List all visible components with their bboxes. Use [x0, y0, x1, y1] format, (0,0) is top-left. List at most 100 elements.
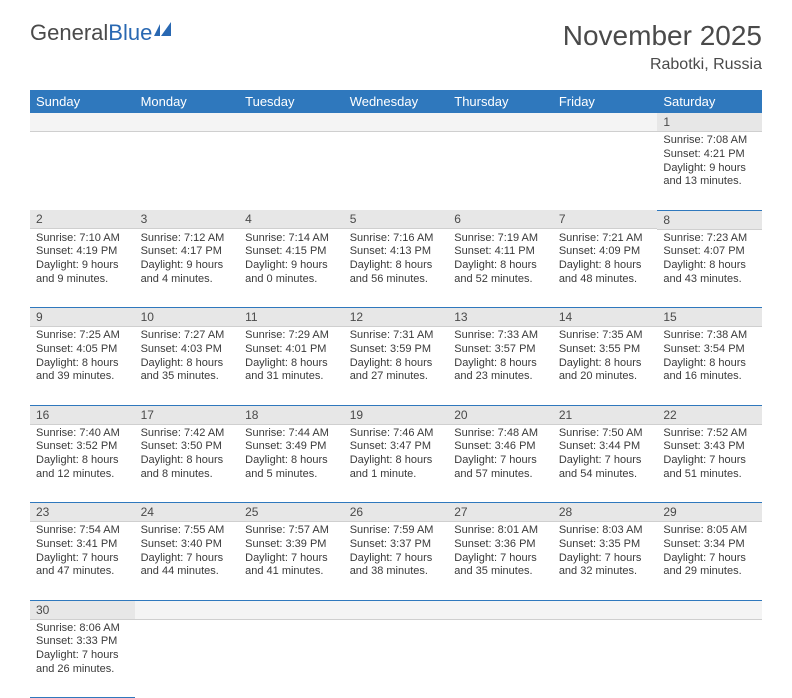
cell-line: and 0 minutes.: [245, 273, 338, 287]
cell-line: Sunrise: 7:52 AM: [663, 427, 756, 441]
cell-line: and 26 minutes.: [36, 663, 129, 677]
day-number: 22: [657, 406, 762, 425]
calendar-cell: [553, 132, 658, 210]
cell-line: Sunrise: 7:19 AM: [454, 232, 547, 246]
calendar-cell: Sunrise: 7:55 AMSunset: 3:40 PMDaylight:…: [135, 522, 240, 600]
calendar-cell: Sunrise: 7:25 AMSunset: 4:05 PMDaylight:…: [30, 327, 135, 405]
day-number: [553, 601, 658, 620]
cell-line: and 4 minutes.: [141, 273, 234, 287]
cell-line: Sunset: 3:39 PM: [245, 538, 338, 552]
day-number: [135, 601, 240, 620]
cell-line: Sunset: 3:47 PM: [350, 440, 443, 454]
calendar-cell: [135, 132, 240, 210]
day-header: Monday: [135, 90, 240, 113]
day-number: 11: [239, 308, 344, 327]
cell-line: and 35 minutes.: [454, 565, 547, 579]
calendar-cell: Sunrise: 7:33 AMSunset: 3:57 PMDaylight:…: [448, 327, 553, 405]
cell-line: Daylight: 7 hours: [141, 552, 234, 566]
cell-line: Sunrise: 7:57 AM: [245, 524, 338, 538]
cell-line: and 31 minutes.: [245, 370, 338, 384]
cell-line: Sunset: 4:11 PM: [454, 245, 547, 259]
cell-line: Daylight: 9 hours: [36, 259, 129, 273]
cell-line: Sunset: 4:21 PM: [663, 148, 756, 162]
cell-line: Daylight: 8 hours: [141, 357, 234, 371]
cell-line: and 57 minutes.: [454, 468, 547, 482]
cell-line: Sunrise: 7:31 AM: [350, 329, 443, 343]
cell-line: Daylight: 8 hours: [141, 454, 234, 468]
cell-line: Sunset: 3:52 PM: [36, 440, 129, 454]
day-number: 14: [553, 308, 658, 327]
cell-line: Sunset: 3:44 PM: [559, 440, 652, 454]
cell-line: and 1 minute.: [350, 468, 443, 482]
day-number: 8: [657, 211, 762, 230]
calendar-cell: [239, 620, 344, 698]
month-title: November 2025: [563, 20, 762, 52]
cell-line: Daylight: 7 hours: [454, 454, 547, 468]
calendar-cell: Sunrise: 7:08 AMSunset: 4:21 PMDaylight:…: [657, 132, 762, 210]
location: Rabotki, Russia: [563, 56, 762, 74]
day-header: Thursday: [448, 90, 553, 113]
day-number: [239, 113, 344, 132]
calendar-cell: Sunrise: 7:10 AMSunset: 4:19 PMDaylight:…: [30, 230, 135, 308]
cell-line: Sunset: 4:09 PM: [559, 245, 652, 259]
cell-line: Sunrise: 7:42 AM: [141, 427, 234, 441]
logo: GeneralBlue: [30, 20, 176, 46]
cell-line: Sunset: 3:54 PM: [663, 343, 756, 357]
calendar-cell: [30, 132, 135, 210]
cell-line: Sunset: 4:17 PM: [141, 245, 234, 259]
cell-line: and 54 minutes.: [559, 468, 652, 482]
cell-line: and 13 minutes.: [663, 175, 756, 189]
day-header: Friday: [553, 90, 658, 113]
cell-line: and 16 minutes.: [663, 370, 756, 384]
cell-line: Sunset: 4:03 PM: [141, 343, 234, 357]
calendar-cell: Sunrise: 7:29 AMSunset: 4:01 PMDaylight:…: [239, 327, 344, 405]
day-number: 29: [657, 503, 762, 522]
cell-line: Sunset: 4:19 PM: [36, 245, 129, 259]
cell-line: Sunset: 4:13 PM: [350, 245, 443, 259]
calendar-cell: Sunrise: 7:35 AMSunset: 3:55 PMDaylight:…: [553, 327, 658, 405]
day-number: 12: [344, 308, 449, 327]
day-number: [448, 113, 553, 132]
cell-line: Daylight: 8 hours: [36, 454, 129, 468]
cell-line: and 35 minutes.: [141, 370, 234, 384]
cell-line: Daylight: 8 hours: [663, 259, 756, 273]
day-number: 10: [135, 308, 240, 327]
cell-line: and 27 minutes.: [350, 370, 443, 384]
cell-line: Sunset: 3:36 PM: [454, 538, 547, 552]
calendar-cell: Sunrise: 7:14 AMSunset: 4:15 PMDaylight:…: [239, 230, 344, 308]
day-number: 24: [135, 503, 240, 522]
cell-line: Daylight: 7 hours: [454, 552, 547, 566]
cell-line: Sunset: 4:15 PM: [245, 245, 338, 259]
day-number: 1: [657, 113, 762, 132]
cell-line: Sunrise: 7:16 AM: [350, 232, 443, 246]
day-header-row: SundayMondayTuesdayWednesdayThursdayFrid…: [30, 90, 762, 113]
calendar-cell: [657, 620, 762, 698]
calendar-cell: Sunrise: 7:19 AMSunset: 4:11 PMDaylight:…: [448, 230, 553, 308]
calendar-cell: Sunrise: 7:59 AMSunset: 3:37 PMDaylight:…: [344, 522, 449, 600]
calendar-cell: Sunrise: 7:48 AMSunset: 3:46 PMDaylight:…: [448, 425, 553, 503]
day-header: Sunday: [30, 90, 135, 113]
calendar-cell: Sunrise: 8:06 AMSunset: 3:33 PMDaylight:…: [30, 620, 135, 698]
day-number: [344, 601, 449, 620]
day-number: 23: [30, 503, 135, 522]
day-number: 19: [344, 406, 449, 425]
cell-line: Sunrise: 7:35 AM: [559, 329, 652, 343]
calendar-cell: Sunrise: 7:54 AMSunset: 3:41 PMDaylight:…: [30, 522, 135, 600]
cell-line: Sunrise: 7:40 AM: [36, 427, 129, 441]
cell-line: Sunrise: 8:01 AM: [454, 524, 547, 538]
calendar-cell: Sunrise: 7:42 AMSunset: 3:50 PMDaylight:…: [135, 425, 240, 503]
cell-line: and 38 minutes.: [350, 565, 443, 579]
cell-line: Sunrise: 7:27 AM: [141, 329, 234, 343]
cell-line: Daylight: 7 hours: [245, 552, 338, 566]
cell-line: and 20 minutes.: [559, 370, 652, 384]
cell-line: and 32 minutes.: [559, 565, 652, 579]
cell-line: Sunset: 3:46 PM: [454, 440, 547, 454]
calendar-cell: Sunrise: 7:31 AMSunset: 3:59 PMDaylight:…: [344, 327, 449, 405]
calendar-cell: Sunrise: 7:16 AMSunset: 4:13 PMDaylight:…: [344, 230, 449, 308]
day-number: 20: [448, 406, 553, 425]
cell-line: Sunrise: 7:59 AM: [350, 524, 443, 538]
calendar-cell: Sunrise: 7:23 AMSunset: 4:07 PMDaylight:…: [657, 230, 762, 308]
day-number: [135, 113, 240, 132]
day-number: [344, 113, 449, 132]
day-number: 26: [344, 503, 449, 522]
